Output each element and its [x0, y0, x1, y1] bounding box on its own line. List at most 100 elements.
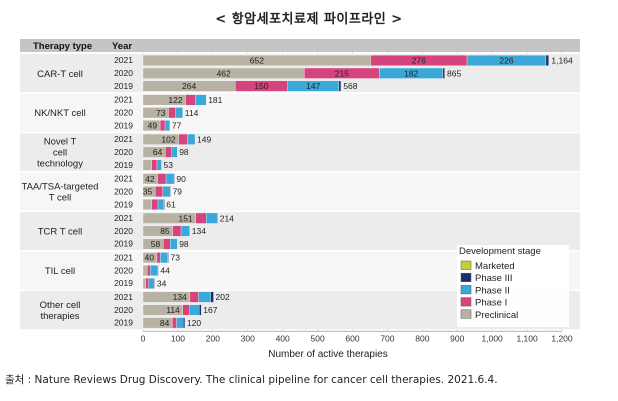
bar-segment-phase-ii	[156, 159, 162, 171]
bar-segment-phase-i	[151, 199, 159, 210]
bar-segment-phase-ii	[165, 173, 175, 185]
legend-swatch-phase-iii	[460, 272, 472, 282]
year-label: 2020	[114, 68, 133, 78]
bar-total-label: 865	[447, 68, 461, 78]
year-label: 2020	[114, 226, 133, 236]
year-label: 2019	[114, 239, 133, 249]
legend-entry-phase-iii: Phase III	[475, 273, 513, 284]
group-band	[20, 211, 580, 251]
bar-segment-phase-ii	[148, 277, 155, 289]
bar-segment-phase-iii	[210, 291, 214, 303]
bar-segment-phase-ii	[180, 225, 190, 237]
year-label: 2021	[114, 213, 133, 223]
header-therapy-type: Therapy type	[33, 41, 92, 52]
bar-segment-phase-i	[172, 317, 177, 329]
x-tick-label: 100	[171, 333, 185, 343]
bar-total-label: 134	[192, 226, 206, 236]
group-label-taa-tsa-targeted-t-cell: TAA/TSA-targeted T cell	[22, 182, 99, 204]
bar-total-label: 167	[203, 305, 217, 315]
year-label: 2020	[114, 186, 133, 196]
bar-segment-preclinical	[142, 199, 152, 210]
bar-total-label: 181	[208, 95, 222, 105]
year-label: 2019	[114, 318, 133, 328]
segment-value-label: 73	[156, 108, 166, 118]
segment-value-label: 84	[160, 318, 170, 328]
bar-total-label: 149	[197, 134, 211, 144]
bar-segment-phase-iii	[170, 186, 171, 198]
bar-segment-phase-i	[182, 304, 190, 316]
segment-value-label: 114	[166, 305, 180, 315]
bar-segment-phase-i	[157, 173, 167, 185]
bar-segment-phase-ii	[150, 265, 158, 276]
segment-value-label: 462	[217, 68, 231, 78]
year-label: 2021	[114, 292, 133, 302]
x-axis-label: Number of active therapies	[268, 349, 388, 360]
year-label: 2019	[114, 160, 133, 170]
pipeline-chart: Therapy type Year 652 276 226 1,164 462 215 18…	[20, 32, 580, 366]
legend-entry-preclinical: Preclinical	[475, 310, 518, 321]
bar-total-label: 568	[343, 81, 357, 91]
x-tick-label: 1,200	[551, 333, 573, 343]
year-label: 2019	[114, 278, 133, 288]
segment-value-label: 150	[254, 81, 268, 91]
year-label: 2020	[114, 147, 133, 157]
bar-segment-phase-ii	[189, 304, 200, 316]
bar-segment-phase-ii	[170, 238, 178, 250]
year-label: 2021	[114, 252, 133, 262]
bar-series: 652 276 226 1,164 462 215 182 865 264 150 147 568 12…	[142, 55, 573, 329]
legend-swatch-marketed	[460, 260, 472, 270]
segment-value-label: 85	[160, 226, 170, 236]
x-tick-label: 200	[206, 333, 220, 343]
x-axis: 0 100 200 300 400 500 600 700 800 900 1,000 1,100 1,…	[141, 330, 573, 343]
segment-value-label: 40	[144, 253, 154, 263]
year-label: 2019	[114, 199, 133, 209]
bar-segment-phase-ii	[164, 120, 171, 131]
x-tick-label: 600	[345, 333, 359, 343]
year-label: 2021	[114, 174, 133, 184]
bar-total-label: 90	[176, 174, 186, 184]
bar-segment-phase-i	[189, 291, 199, 303]
bar-segment-phase-iii	[545, 55, 549, 66]
year-label: 2019	[114, 81, 133, 91]
bar-segment-marketed	[444, 67, 446, 79]
legend-entry-phase-i: Phase I	[475, 298, 507, 309]
bar-total-label: 98	[179, 239, 189, 249]
bar-segment-phase-ii	[162, 186, 171, 198]
bar-segment-phase-ii	[171, 146, 178, 158]
year-label: 2021	[114, 55, 133, 65]
group-label-tcr-t-cell: TCR T cell	[38, 227, 83, 238]
segment-value-label: 182	[404, 68, 418, 78]
bar-segment-phase-i	[147, 265, 151, 276]
bar-segment-phase-i	[145, 277, 149, 289]
bar-segment-phase-ii	[198, 291, 211, 303]
segment-value-label: 134	[173, 292, 187, 302]
bar-segment-preclinical	[142, 265, 148, 276]
segment-value-label: 102	[161, 134, 175, 144]
bar-segment-phase-i	[163, 238, 171, 250]
group-band	[20, 93, 580, 132]
header-year: Year	[112, 41, 132, 52]
bar-segment-phase-i	[159, 120, 166, 131]
segment-value-label: 264	[182, 81, 196, 91]
year-label: 2019	[114, 120, 133, 130]
page-title: < 항암세포치료제 파이프라인 >	[215, 12, 403, 27]
segment-value-label: 42	[145, 174, 155, 184]
bar-segment-phase-i	[151, 159, 158, 171]
legend-entry-phase-ii: Phase II	[475, 285, 510, 296]
bar-segment-phase-iii	[163, 199, 165, 210]
legend-swatch-phase-ii	[460, 285, 472, 295]
bar-segment-phase-ii	[195, 94, 207, 106]
x-tick-label: 700	[380, 333, 394, 343]
legend-entry-marketed: Marketed	[475, 261, 515, 272]
bar-segment-phase-i	[195, 212, 207, 224]
bar-segment-phase-ii	[157, 199, 165, 210]
group-label-til-cell: TIL cell	[45, 266, 75, 277]
year-label: 2021	[114, 134, 133, 144]
bar-segment-phase-ii	[206, 212, 218, 224]
bar-total-label: 77	[172, 121, 182, 131]
bar-segment-phase-ii	[160, 252, 168, 264]
group-label-other-cell-therapies: Other cell therapies	[40, 300, 81, 322]
bar-segment-marketed	[548, 55, 550, 66]
